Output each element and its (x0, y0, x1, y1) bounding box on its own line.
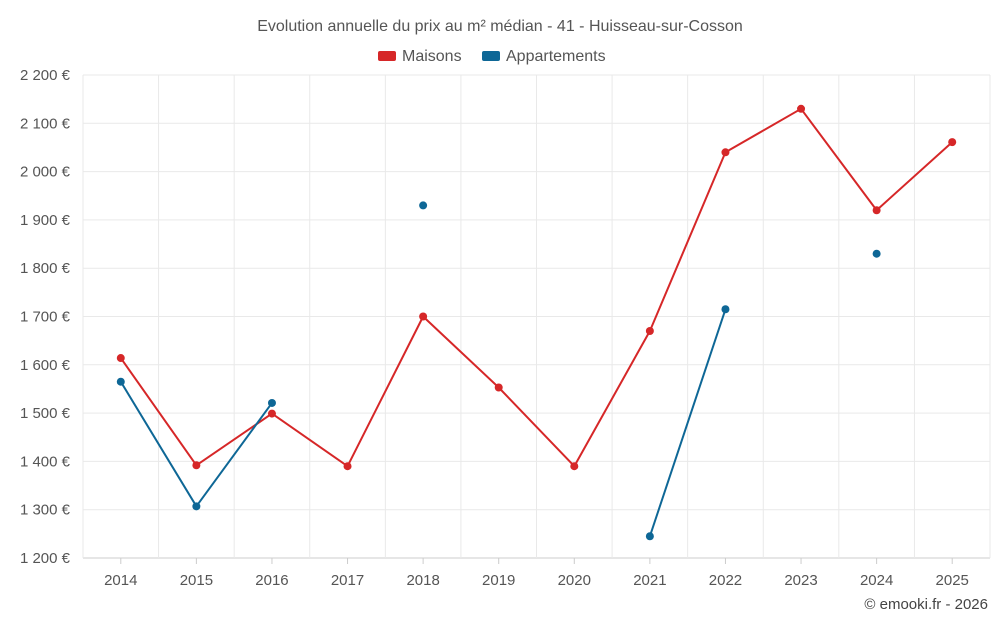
legend-swatch-maisons (378, 51, 396, 61)
data-point-appartements[interactable] (645, 532, 654, 541)
x-tick-label: 2015 (180, 572, 213, 589)
x-tick-label: 2025 (936, 572, 969, 589)
chart-title: Evolution annuelle du prix au m² médian … (257, 18, 743, 35)
data-point-maisons[interactable] (721, 148, 730, 157)
series-line-maisons (119, 107, 953, 468)
series-maisons (116, 104, 957, 471)
x-tick-label: 2014 (104, 572, 137, 589)
data-point-appartements[interactable] (192, 502, 201, 511)
y-tick-label: 2 100 € (20, 115, 71, 132)
y-tick-label: 1 300 € (20, 502, 71, 519)
y-tick-label: 1 900 € (20, 212, 71, 229)
legend-label-appartements: Appartements (506, 48, 606, 65)
y-tick-label: 1 400 € (20, 453, 71, 470)
grid (82, 74, 991, 559)
x-tick-label: 2016 (255, 572, 288, 589)
x-tick-label: 2023 (784, 572, 817, 589)
data-point-maisons[interactable] (494, 383, 503, 392)
legend-swatch-appartements (482, 51, 500, 61)
series-appartements (116, 201, 881, 541)
data-point-maisons[interactable] (872, 206, 881, 215)
y-tick-label: 2 200 € (20, 67, 71, 84)
y-axis: 1 200 € 1 300 € 1 400 € 1 500 € 1 600 € 1 700… (20, 67, 71, 567)
data-point-appartements[interactable] (721, 305, 730, 314)
x-axis: 2014 2015 2016 2017 2018 2019 2020 2021 2022 2023… (104, 558, 969, 589)
series-line-appartements (119, 381, 273, 508)
y-tick-label: 1 600 € (20, 357, 71, 374)
data-point-maisons[interactable] (419, 312, 428, 321)
x-tick-label: 2017 (331, 572, 364, 589)
legend: Maisons Appartements (378, 48, 606, 65)
plot-area (116, 104, 957, 541)
data-point-maisons[interactable] (797, 104, 806, 113)
legend-label-maisons: Maisons (402, 48, 462, 65)
data-point-maisons[interactable] (570, 462, 579, 471)
legend-item-appartements[interactable]: Appartements (482, 48, 606, 65)
data-point-maisons[interactable] (948, 138, 957, 147)
data-point-appartements[interactable] (419, 201, 428, 210)
credit-text: © emooki.fr - 2026 (864, 596, 988, 613)
data-point-maisons[interactable] (192, 461, 201, 470)
data-point-maisons[interactable] (343, 462, 352, 471)
x-tick-label: 2020 (558, 572, 591, 589)
y-tick-label: 1 800 € (20, 260, 71, 277)
y-tick-label: 2 000 € (20, 164, 71, 181)
x-tick-label: 2021 (633, 572, 666, 589)
y-tick-label: 1 700 € (20, 309, 71, 326)
data-point-maisons[interactable] (645, 326, 654, 335)
x-tick-label: 2024 (860, 572, 893, 589)
x-tick-label: 2022 (709, 572, 742, 589)
x-tick-label: 2018 (406, 572, 439, 589)
data-point-maisons[interactable] (116, 354, 125, 363)
data-point-appartements[interactable] (267, 398, 276, 407)
legend-item-maisons[interactable]: Maisons (378, 48, 462, 65)
y-tick-label: 1 200 € (20, 550, 71, 567)
data-point-appartements[interactable] (116, 377, 125, 386)
y-tick-label: 1 500 € (20, 405, 71, 422)
series-line-appartements (648, 308, 727, 537)
data-point-appartements[interactable] (872, 249, 881, 258)
data-point-maisons[interactable] (267, 409, 276, 418)
x-tick-label: 2019 (482, 572, 515, 589)
